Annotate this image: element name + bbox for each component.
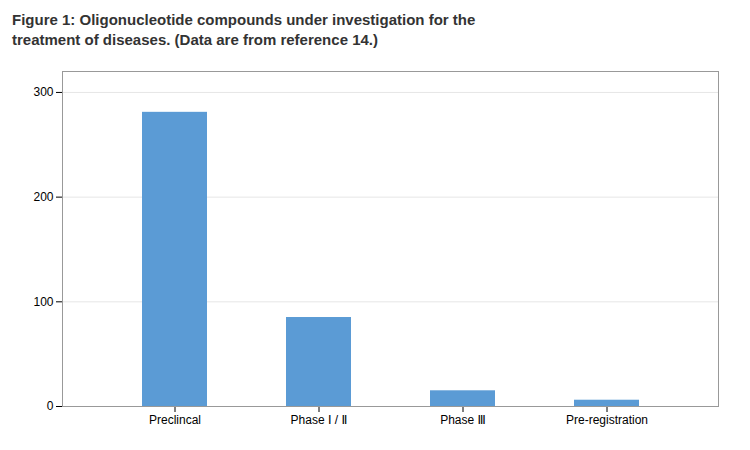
svg-text:100: 100 — [33, 295, 53, 309]
svg-text:Phase Ⅲ: Phase Ⅲ — [440, 413, 486, 427]
svg-text:Preclincal: Preclincal — [149, 413, 201, 427]
svg-text:200: 200 — [33, 190, 53, 204]
svg-text:Phase Ⅰ / Ⅱ: Phase Ⅰ / Ⅱ — [291, 413, 348, 427]
svg-text:0: 0 — [47, 399, 54, 413]
html-text:Figure 1: Oligonucleotide comp: Figure 1: Oligonucleotide compounds unde… — [12, 11, 476, 48]
svg-text:Pre-registration: Pre-registration — [566, 413, 648, 427]
svg-text:300: 300 — [33, 85, 53, 99]
